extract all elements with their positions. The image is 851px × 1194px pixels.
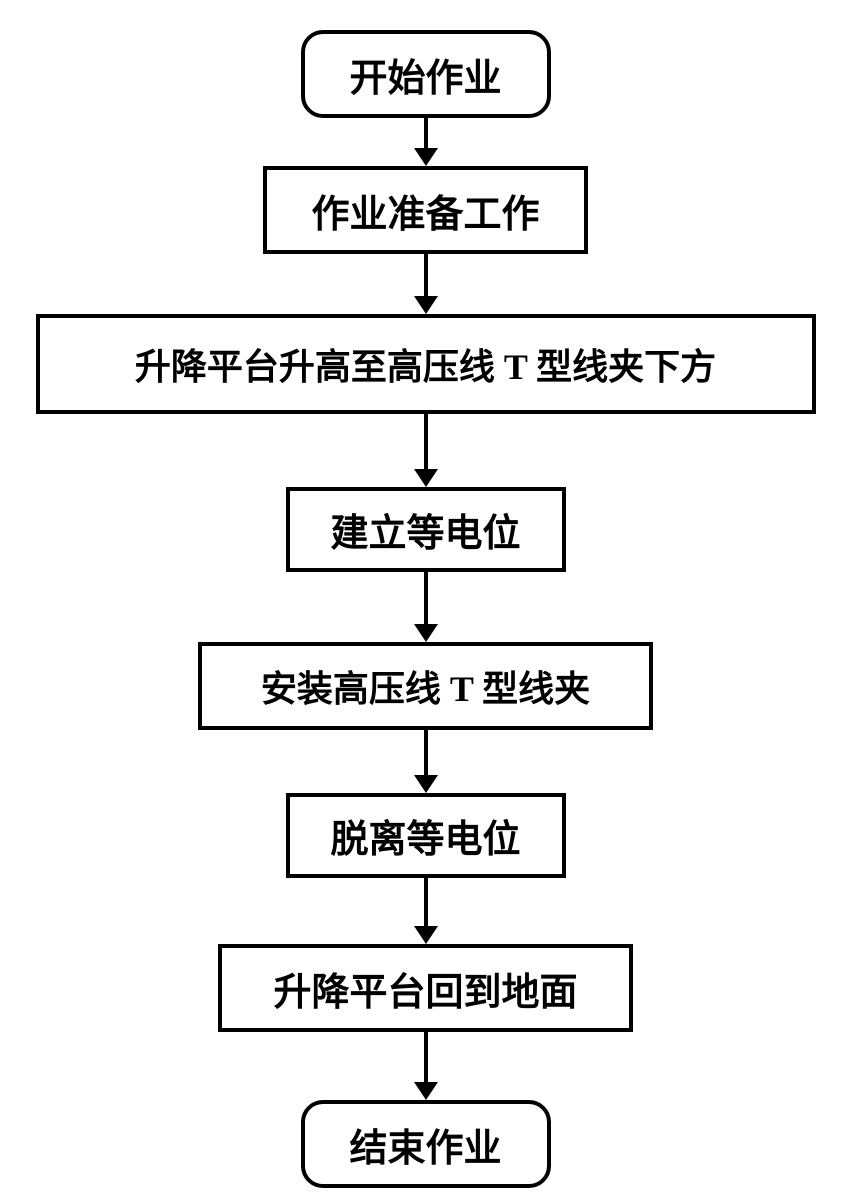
node-label: 开始作业 bbox=[349, 47, 501, 102]
node-label: 结束作业 bbox=[349, 1117, 501, 1172]
arrow-line bbox=[424, 414, 428, 469]
flowchart-arrow bbox=[414, 878, 438, 944]
node-label: 脱离等电位 bbox=[330, 808, 520, 863]
flowchart-arrow bbox=[414, 572, 438, 642]
flowchart-arrow bbox=[414, 118, 438, 166]
flowchart-node-establish: 建立等电位 bbox=[286, 487, 566, 572]
arrow-line bbox=[424, 254, 428, 296]
node-label: 升降平台回到地面 bbox=[273, 961, 577, 1016]
flowchart-node-install: 安装高压线 T 型线夹 bbox=[198, 642, 653, 730]
arrow-line bbox=[424, 1032, 428, 1082]
node-label: 作业准备工作 bbox=[311, 183, 539, 238]
arrow-head-icon bbox=[414, 1082, 438, 1100]
flowchart-arrow bbox=[414, 730, 438, 793]
flowchart-container: 开始作业 作业准备工作 升降平台升高至高压线 T 型线夹下方 建立等电位 安装高… bbox=[36, 30, 816, 1188]
flowchart-arrow bbox=[414, 414, 438, 487]
flowchart-node-raise: 升降平台升高至高压线 T 型线夹下方 bbox=[36, 314, 816, 414]
flowchart-node-prep: 作业准备工作 bbox=[263, 166, 588, 254]
arrow-line bbox=[424, 572, 428, 624]
arrow-head-icon bbox=[414, 148, 438, 166]
arrow-head-icon bbox=[414, 624, 438, 642]
node-label: 建立等电位 bbox=[330, 502, 520, 557]
flowchart-node-start: 开始作业 bbox=[301, 30, 551, 118]
flowchart-arrow bbox=[414, 1032, 438, 1100]
arrow-head-icon bbox=[414, 926, 438, 944]
flowchart-node-end: 结束作业 bbox=[301, 1100, 551, 1188]
arrow-line bbox=[424, 878, 428, 926]
flowchart-node-lower: 升降平台回到地面 bbox=[218, 944, 633, 1032]
flowchart-node-detach: 脱离等电位 bbox=[286, 793, 566, 878]
arrow-head-icon bbox=[414, 469, 438, 487]
arrow-head-icon bbox=[414, 296, 438, 314]
arrow-head-icon bbox=[414, 775, 438, 793]
node-label: 升降平台升高至高压线 T 型线夹下方 bbox=[135, 338, 716, 390]
arrow-line bbox=[424, 730, 428, 775]
node-label: 安装高压线 T 型线夹 bbox=[261, 660, 590, 712]
arrow-line bbox=[424, 118, 428, 148]
flowchart-arrow bbox=[414, 254, 438, 314]
